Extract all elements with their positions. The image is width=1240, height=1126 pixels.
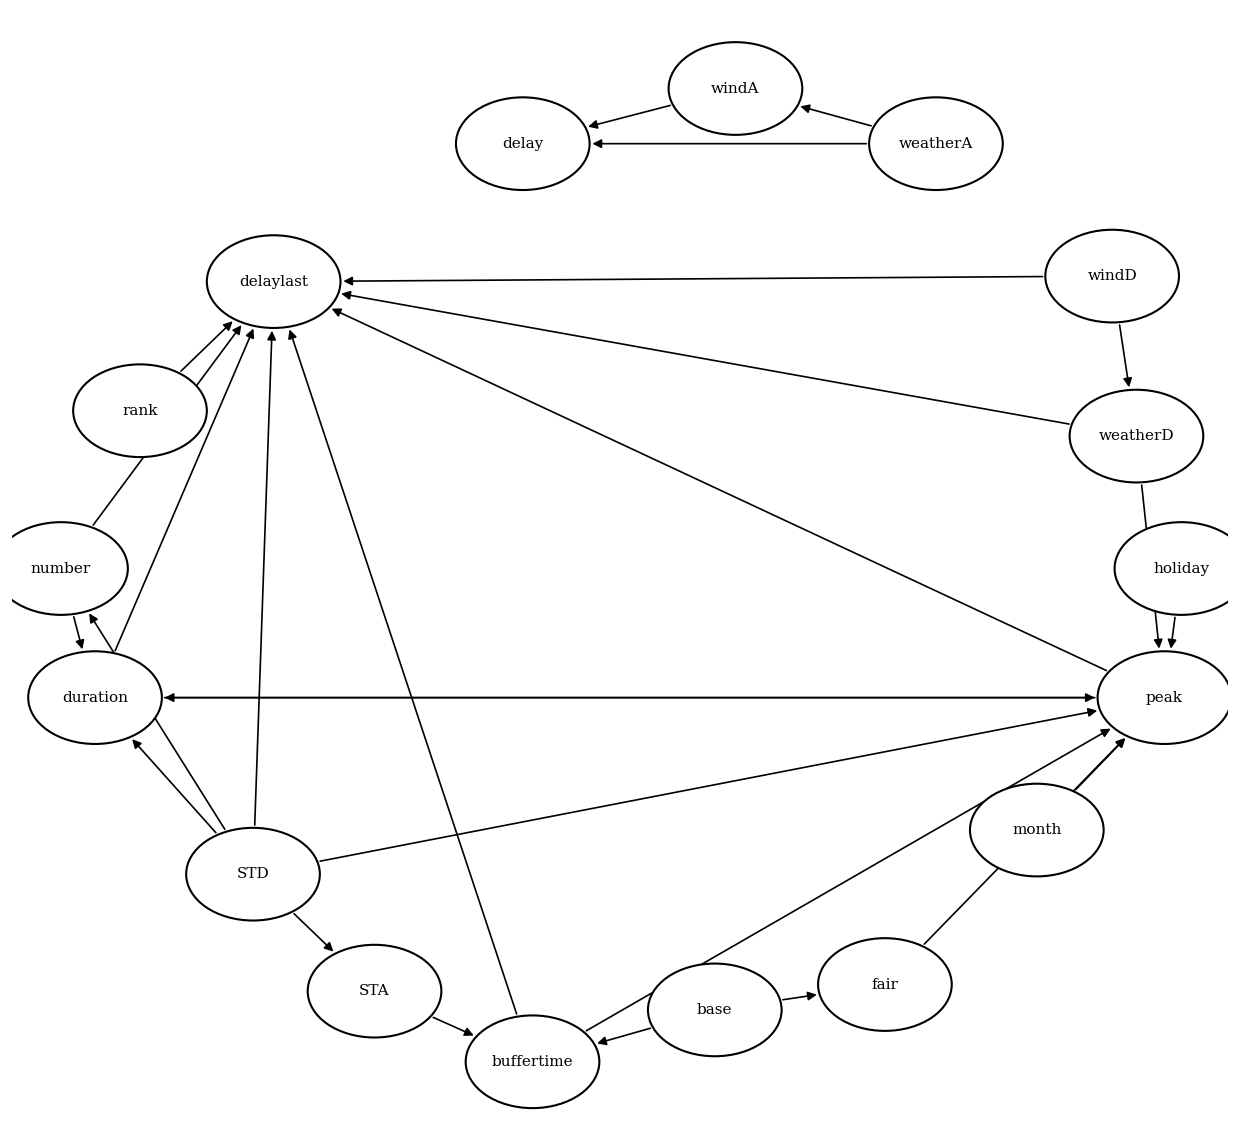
Ellipse shape [73, 365, 207, 457]
Ellipse shape [466, 1016, 599, 1108]
Text: STA: STA [360, 984, 389, 998]
Ellipse shape [207, 235, 341, 328]
Ellipse shape [29, 651, 162, 744]
Ellipse shape [1115, 522, 1240, 615]
Ellipse shape [649, 964, 781, 1056]
Text: windD: windD [1087, 269, 1137, 283]
Ellipse shape [456, 97, 589, 190]
Text: peak: peak [1146, 690, 1183, 705]
Text: holiday: holiday [1153, 562, 1209, 575]
Text: STD: STD [237, 867, 269, 882]
Ellipse shape [668, 42, 802, 135]
Ellipse shape [970, 784, 1104, 876]
Text: delay: delay [502, 136, 543, 151]
Text: windA: windA [712, 81, 760, 96]
Ellipse shape [1070, 390, 1203, 482]
Ellipse shape [1045, 230, 1179, 322]
Text: buffertime: buffertime [492, 1055, 573, 1069]
Text: weatherD: weatherD [1099, 429, 1174, 444]
Text: number: number [31, 562, 91, 575]
Ellipse shape [869, 97, 1003, 190]
Text: duration: duration [62, 690, 128, 705]
Text: rank: rank [123, 404, 157, 418]
Ellipse shape [818, 938, 952, 1031]
Ellipse shape [308, 945, 441, 1037]
Text: delaylast: delaylast [239, 275, 309, 288]
Text: base: base [697, 1003, 733, 1017]
Text: fair: fair [872, 977, 898, 992]
Text: weatherA: weatherA [899, 136, 973, 151]
Ellipse shape [186, 828, 320, 921]
Text: month: month [1012, 823, 1061, 837]
Ellipse shape [0, 522, 128, 615]
Ellipse shape [1097, 651, 1231, 744]
